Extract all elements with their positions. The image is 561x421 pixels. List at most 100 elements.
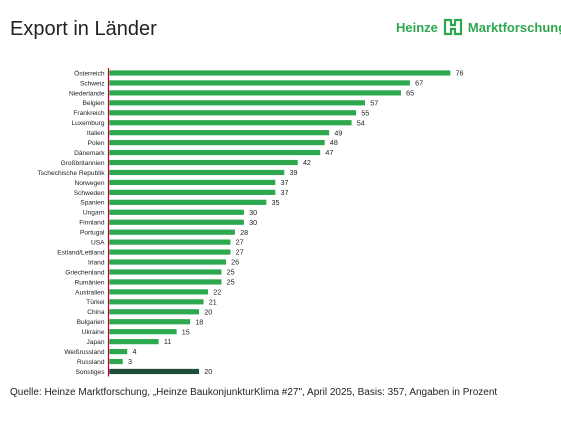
- bar: [109, 149, 321, 156]
- category-label: Russland: [77, 359, 105, 366]
- data-label: 25: [227, 268, 235, 277]
- bar: [109, 358, 123, 365]
- bar: [109, 179, 276, 186]
- bar: [109, 140, 325, 146]
- data-label: 26: [231, 258, 239, 267]
- bar: [109, 249, 231, 255]
- data-label: 30: [249, 218, 257, 227]
- bar: [109, 348, 128, 355]
- data-label: 27: [236, 248, 244, 257]
- bar: [109, 309, 200, 315]
- category-label: Griechenland: [65, 269, 105, 276]
- category-label: Großbritannien: [61, 160, 105, 167]
- data-label: 57: [370, 98, 378, 107]
- bar: [109, 130, 330, 136]
- data-label: 4: [132, 347, 136, 356]
- heinze-logo-icon: [443, 18, 463, 36]
- category-label: Finnland: [79, 220, 105, 227]
- data-label: 54: [357, 118, 365, 127]
- bar: [109, 159, 298, 166]
- data-label: 3: [128, 357, 132, 366]
- data-label: 22: [213, 287, 221, 296]
- page-title: Export in Länder: [10, 18, 157, 40]
- data-label: 39: [289, 168, 297, 177]
- category-label: Ungarn: [83, 210, 105, 217]
- category-label: Luxemburg: [72, 120, 105, 127]
- category-label: Rumänien: [74, 279, 104, 286]
- category-label: Tschechische Republik: [37, 170, 105, 177]
- category-label: Belgien: [83, 100, 105, 107]
- bar: [109, 80, 410, 86]
- category-label: Frankreich: [73, 110, 104, 117]
- category-label: Österreich: [74, 69, 105, 77]
- category-label: Dänemark: [74, 150, 105, 157]
- category-label: Estland/Lettland: [57, 249, 105, 256]
- bar: [109, 339, 159, 345]
- category-label: Schweden: [74, 190, 105, 197]
- category-label: Australien: [75, 289, 105, 296]
- bar: [109, 368, 200, 375]
- data-label: 47: [325, 148, 333, 157]
- bar: [109, 189, 276, 195]
- category-label: Italien: [87, 130, 105, 137]
- data-label: 15: [182, 327, 190, 336]
- category-label: Sonstiges: [76, 369, 106, 376]
- category-label: Schweiz: [80, 80, 105, 87]
- data-label: 48: [330, 138, 338, 147]
- brand-name-marktforschung: Marktforschung: [467, 19, 561, 35]
- data-label: 27: [236, 238, 244, 247]
- bar: [109, 279, 222, 285]
- category-label: Irland: [88, 259, 105, 266]
- bar: [109, 319, 191, 325]
- data-label: 67: [415, 79, 423, 88]
- bar: [109, 219, 244, 225]
- bar: [109, 209, 244, 215]
- source-note: Quelle: Heinze Marktforschung, „Heinze B…: [10, 387, 498, 398]
- bar: [109, 90, 401, 96]
- category-label: China: [87, 309, 105, 316]
- bar: [109, 169, 285, 176]
- data-label: 37: [281, 188, 289, 197]
- category-label: Ukraine: [82, 329, 105, 336]
- category-label: Japan: [87, 339, 105, 346]
- bar: [109, 70, 451, 76]
- bar: [109, 120, 352, 126]
- data-label: 55: [361, 108, 369, 117]
- category-label: Polen: [88, 140, 105, 147]
- bar: [109, 100, 366, 106]
- data-label: 18: [195, 317, 203, 326]
- bar: [109, 299, 204, 305]
- data-label: 25: [227, 278, 235, 287]
- category-label: Bulgarien: [77, 319, 105, 326]
- bar: [109, 229, 235, 235]
- brand-name-heinze: Heinze: [396, 19, 438, 35]
- data-label: 37: [281, 178, 289, 187]
- data-label: 49: [334, 128, 342, 137]
- bar: [109, 259, 226, 265]
- data-label: 35: [272, 198, 280, 207]
- bar: [109, 110, 357, 116]
- data-label: 30: [249, 208, 257, 217]
- category-label: Niederlande: [69, 90, 105, 97]
- brand-logo: Heinze Marktforschung: [396, 18, 561, 36]
- bar: [109, 239, 231, 245]
- data-label: 42: [303, 158, 311, 167]
- category-label: Spanien: [80, 200, 105, 207]
- category-label: Portugal: [80, 230, 105, 237]
- data-label: 20: [204, 367, 212, 376]
- category-label: Weißrussland: [64, 349, 105, 356]
- data-label: 28: [240, 228, 248, 237]
- data-label: 11: [164, 337, 171, 346]
- data-label: 65: [406, 88, 414, 97]
- bar: [109, 289, 209, 295]
- data-label: 20: [204, 307, 212, 316]
- bar: [109, 329, 177, 335]
- category-label: USA: [91, 240, 105, 247]
- data-label: 76: [456, 69, 464, 78]
- category-label: Türkei: [86, 299, 105, 306]
- data-label: 21: [209, 297, 217, 306]
- bar: [109, 269, 222, 275]
- bar: [109, 199, 267, 205]
- category-label: Norwegen: [74, 180, 104, 187]
